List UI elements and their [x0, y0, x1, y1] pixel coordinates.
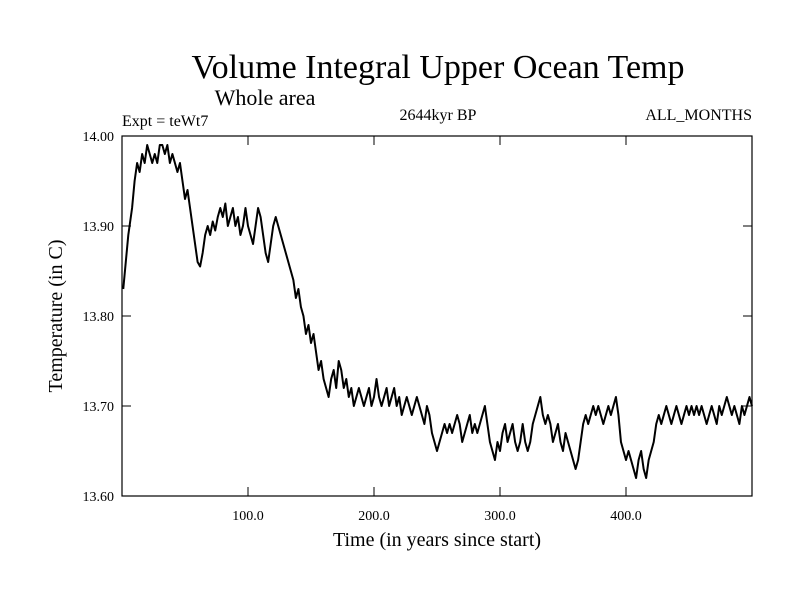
x-axis-label: Time (in years since start) — [333, 529, 541, 551]
period-label: 2644kyr BP — [400, 107, 477, 124]
chart-subtitle: Whole area — [215, 85, 316, 110]
y-tick-label-4: 14.00 — [83, 130, 115, 145]
y-tick-label-1: 13.70 — [83, 400, 115, 415]
plot-frame — [121, 135, 753, 497]
x-tick-label-3: 400.0 — [610, 509, 642, 524]
x-tick-label-1: 200.0 — [358, 509, 390, 524]
x-tick-label-2: 300.0 — [484, 509, 516, 524]
y-tick-label-0: 13.60 — [83, 490, 115, 505]
x-tick-label-0: 100.0 — [232, 509, 264, 524]
temperature-series-line — [122, 144, 753, 479]
y-tick-label-3: 13.90 — [83, 220, 115, 235]
y-axis-label: Temperature (in C) — [45, 240, 67, 393]
months-label: ALL_MONTHS — [645, 107, 752, 124]
chart-title: Volume Integral Upper Ocean Temp — [192, 49, 685, 86]
x-axis: 100.0 200.0 300.0 400.0 — [232, 136, 642, 524]
y-tick-label-2: 13.80 — [83, 310, 115, 325]
y-axis: 13.60 13.70 13.80 13.90 14.00 — [83, 130, 752, 505]
experiment-label: Expt = teWt7 — [122, 113, 208, 130]
